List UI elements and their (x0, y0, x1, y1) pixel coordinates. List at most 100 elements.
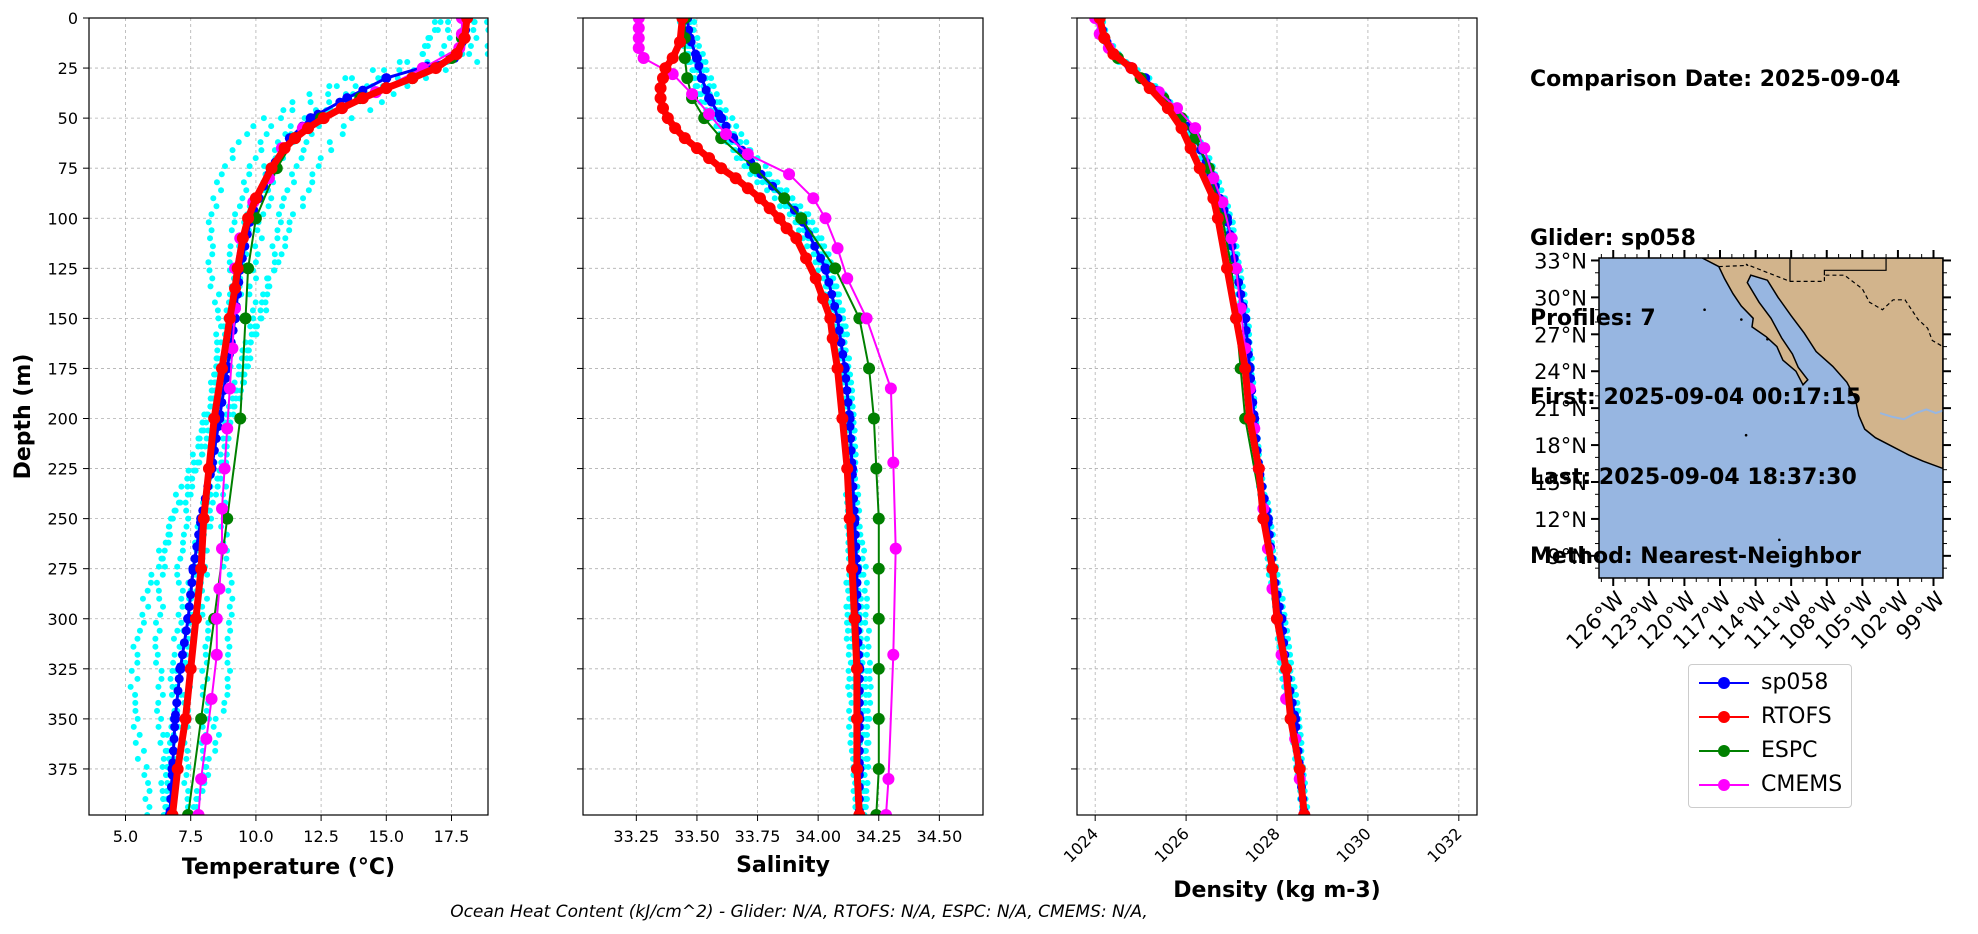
data-point-rtofs (841, 462, 854, 475)
data-point-rtofs (1243, 412, 1256, 425)
glider-profile-point (866, 659, 873, 666)
data-point-rtofs (773, 212, 786, 225)
glider-profile-point (766, 171, 773, 178)
data-point-sp058 (827, 289, 837, 299)
legend-marker-cmems (1718, 779, 1730, 791)
glider-profile-point (268, 123, 275, 130)
data-point-rtofs (763, 202, 776, 215)
data-point-cmems (841, 272, 854, 285)
lake-chapala (1879, 408, 1943, 421)
glider-profile-point (190, 803, 197, 810)
glider-profile-point (1293, 691, 1300, 698)
glider-profile-point (210, 723, 217, 730)
glider-profile-point (328, 147, 335, 154)
glider-profile-point (225, 619, 232, 626)
glider-profile-point (861, 587, 868, 594)
data-point-cmems (831, 242, 844, 255)
glider-profile-point (260, 115, 267, 122)
glider-profile-point (212, 715, 219, 722)
data-point-espc (867, 412, 880, 425)
x-tick-label: 15.0 (368, 827, 404, 846)
glider-profile-point (199, 419, 206, 426)
x-tick-label: 1032 (1423, 824, 1465, 866)
data-point-sp058 (697, 73, 707, 83)
glider-profile-point (694, 35, 701, 42)
data-point-cmems (887, 648, 900, 661)
data-point-rtofs (335, 102, 348, 115)
glider-profile-point (325, 91, 332, 98)
glider-profile-point (839, 307, 846, 314)
glider-profile-point (257, 307, 264, 314)
glider-profile-point (695, 43, 702, 50)
glider-profile-point (214, 307, 221, 314)
data-point-espc (863, 362, 876, 375)
glider-profile-point (144, 812, 151, 815)
data-point-cmems (882, 772, 895, 785)
data-point-espc (778, 192, 791, 205)
data-point-sp058 (830, 301, 840, 311)
data-point-cmems (221, 422, 234, 435)
glider-profile-point (200, 427, 207, 434)
data-point-rtofs (780, 222, 793, 235)
glider-profile-point (187, 491, 194, 498)
glider-profile-point (243, 187, 250, 194)
glider-profile-point (207, 403, 214, 410)
glider-profile-point (441, 43, 448, 50)
data-point-cmems (889, 542, 902, 555)
glider-profile-point (729, 115, 736, 122)
glider-profile-point (722, 107, 729, 114)
data-point-rtofs (249, 192, 262, 205)
data-point-rtofs (809, 272, 822, 285)
glider-profile-point (207, 283, 214, 290)
glider-profile-point (174, 571, 181, 578)
data-point-sp058 (187, 578, 197, 588)
glider-profile-point (298, 155, 305, 162)
data-point-rtofs (850, 762, 863, 775)
glider-profile-point (185, 787, 192, 794)
glider-profile-point (235, 139, 242, 146)
glider-profile-point (280, 195, 287, 202)
glider-profile-point (789, 195, 796, 202)
glider-profile-point (288, 171, 295, 178)
glider-profile-point (171, 651, 178, 658)
legend-item-sp058: sp058 (1689, 669, 1849, 699)
glider-profile-point (859, 555, 866, 562)
glider-profile-point (148, 571, 155, 578)
glider-profile-point (300, 195, 307, 202)
map-lat-label: 15°N (1534, 471, 1587, 495)
glider-profile-point (286, 219, 293, 226)
data-point-rtofs (1230, 312, 1243, 325)
y-tick-label: 100 (47, 209, 78, 228)
glider-profile-point (155, 563, 162, 570)
glider-profile-point (390, 91, 397, 98)
x-tick-label: 7.5 (178, 827, 203, 846)
glider-profile-point (862, 683, 869, 690)
data-point-cmems (226, 342, 239, 355)
glider-profile-point (205, 259, 212, 266)
data-point-rtofs (1252, 462, 1265, 475)
glider-profile-point (165, 523, 172, 530)
glider-profile-point (161, 547, 168, 554)
panel-frame (88, 17, 489, 816)
glider-profile-point (348, 115, 355, 122)
glider-profile-point (228, 611, 235, 618)
glider-profile-point (205, 635, 212, 642)
glider-profile-point (419, 51, 426, 58)
data-point-rtofs (657, 102, 669, 115)
glider-profile-point (846, 355, 853, 362)
data-point-rtofs (289, 132, 302, 145)
glider-profile-point (333, 83, 340, 90)
data-point-cmems (1216, 196, 1229, 209)
glider-profile-point (859, 539, 866, 546)
data-point-rtofs (317, 112, 330, 125)
glider-profile-point (203, 435, 210, 442)
x-tick-label: 12.5 (303, 827, 339, 846)
data-point-sp058 (170, 710, 180, 720)
data-point-cmems (637, 52, 650, 65)
glider-profile-point (466, 51, 473, 58)
glider-profile-point (764, 187, 771, 194)
x-tick-label: 34.00 (795, 827, 841, 846)
data-point-rtofs (1211, 212, 1224, 225)
glider-profile-point (209, 275, 216, 282)
glider-profile-point (152, 643, 159, 650)
